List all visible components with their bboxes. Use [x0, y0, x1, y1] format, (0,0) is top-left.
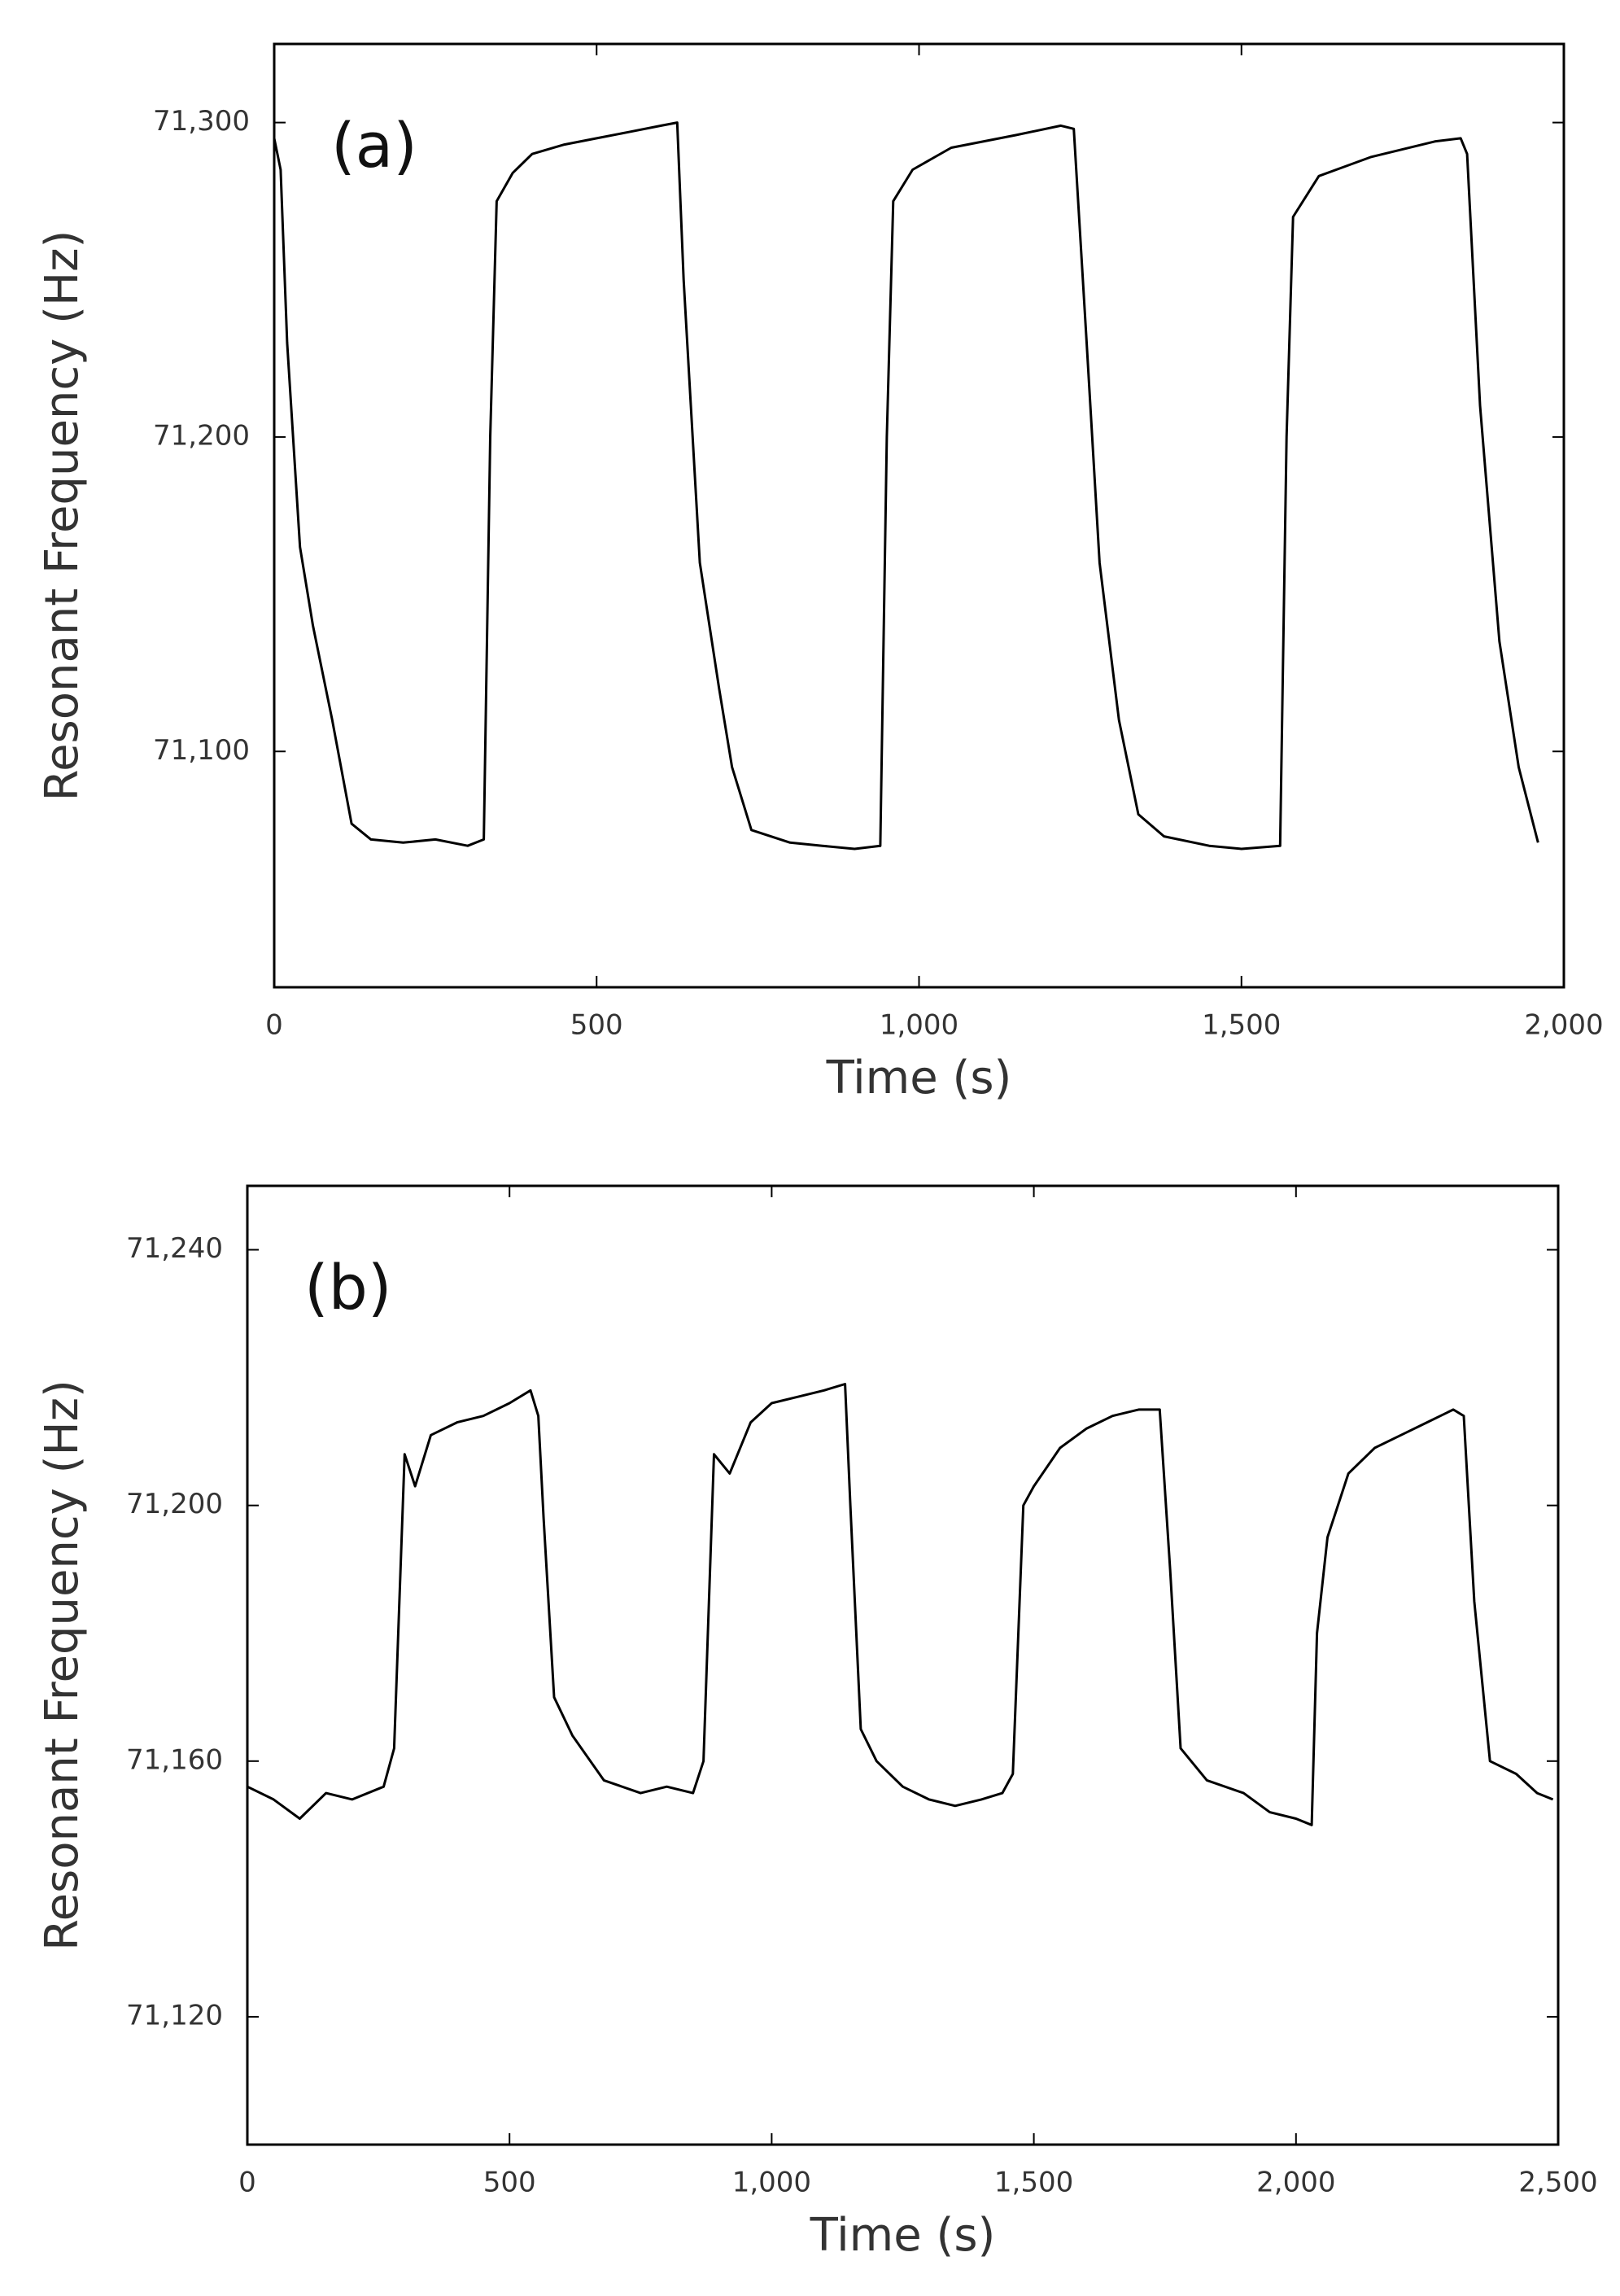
x-tick-label: 0	[238, 2167, 256, 2199]
y-tick-label: 71,120	[126, 1999, 223, 2031]
x-tick-label: 2,500	[1518, 2167, 1597, 2199]
data-line	[247, 1383, 1554, 1826]
x-tick-label: 500	[483, 2167, 536, 2199]
x-tick-label: 500	[570, 1009, 623, 1042]
x-tick-label: 1,000	[732, 2167, 811, 2199]
y-tick-label: 71,200	[126, 1488, 223, 1520]
y-tick-label: 71,200	[153, 419, 250, 452]
panel-label: (b)	[304, 1251, 392, 1323]
x-tick-label: 1,000	[880, 1009, 958, 1042]
y-axis-title: Resonant Frequency (Hz)	[36, 1380, 89, 1951]
y-axis-title: Resonant Frequency (Hz)	[36, 230, 89, 802]
y-tick-label: 71,100	[153, 734, 250, 767]
x-tick-label: 0	[265, 1009, 283, 1042]
plot-frame	[246, 1184, 1560, 2146]
x-axis-title: Time (s)	[826, 1052, 1012, 1104]
x-tick-label: 1,500	[994, 2167, 1073, 2199]
y-tick-label: 71,160	[126, 1743, 223, 1776]
y-tick-label: 71,240	[126, 1232, 223, 1265]
y-tick-label: 71,300	[153, 105, 250, 138]
data-line	[273, 121, 1539, 851]
x-tick-label: 1,500	[1202, 1009, 1281, 1042]
x-tick-label: 2,000	[1524, 1009, 1603, 1042]
x-tick-label: 2,000	[1256, 2167, 1335, 2199]
panel-label: (a)	[331, 109, 417, 181]
x-axis-title: Time (s)	[810, 2209, 996, 2262]
